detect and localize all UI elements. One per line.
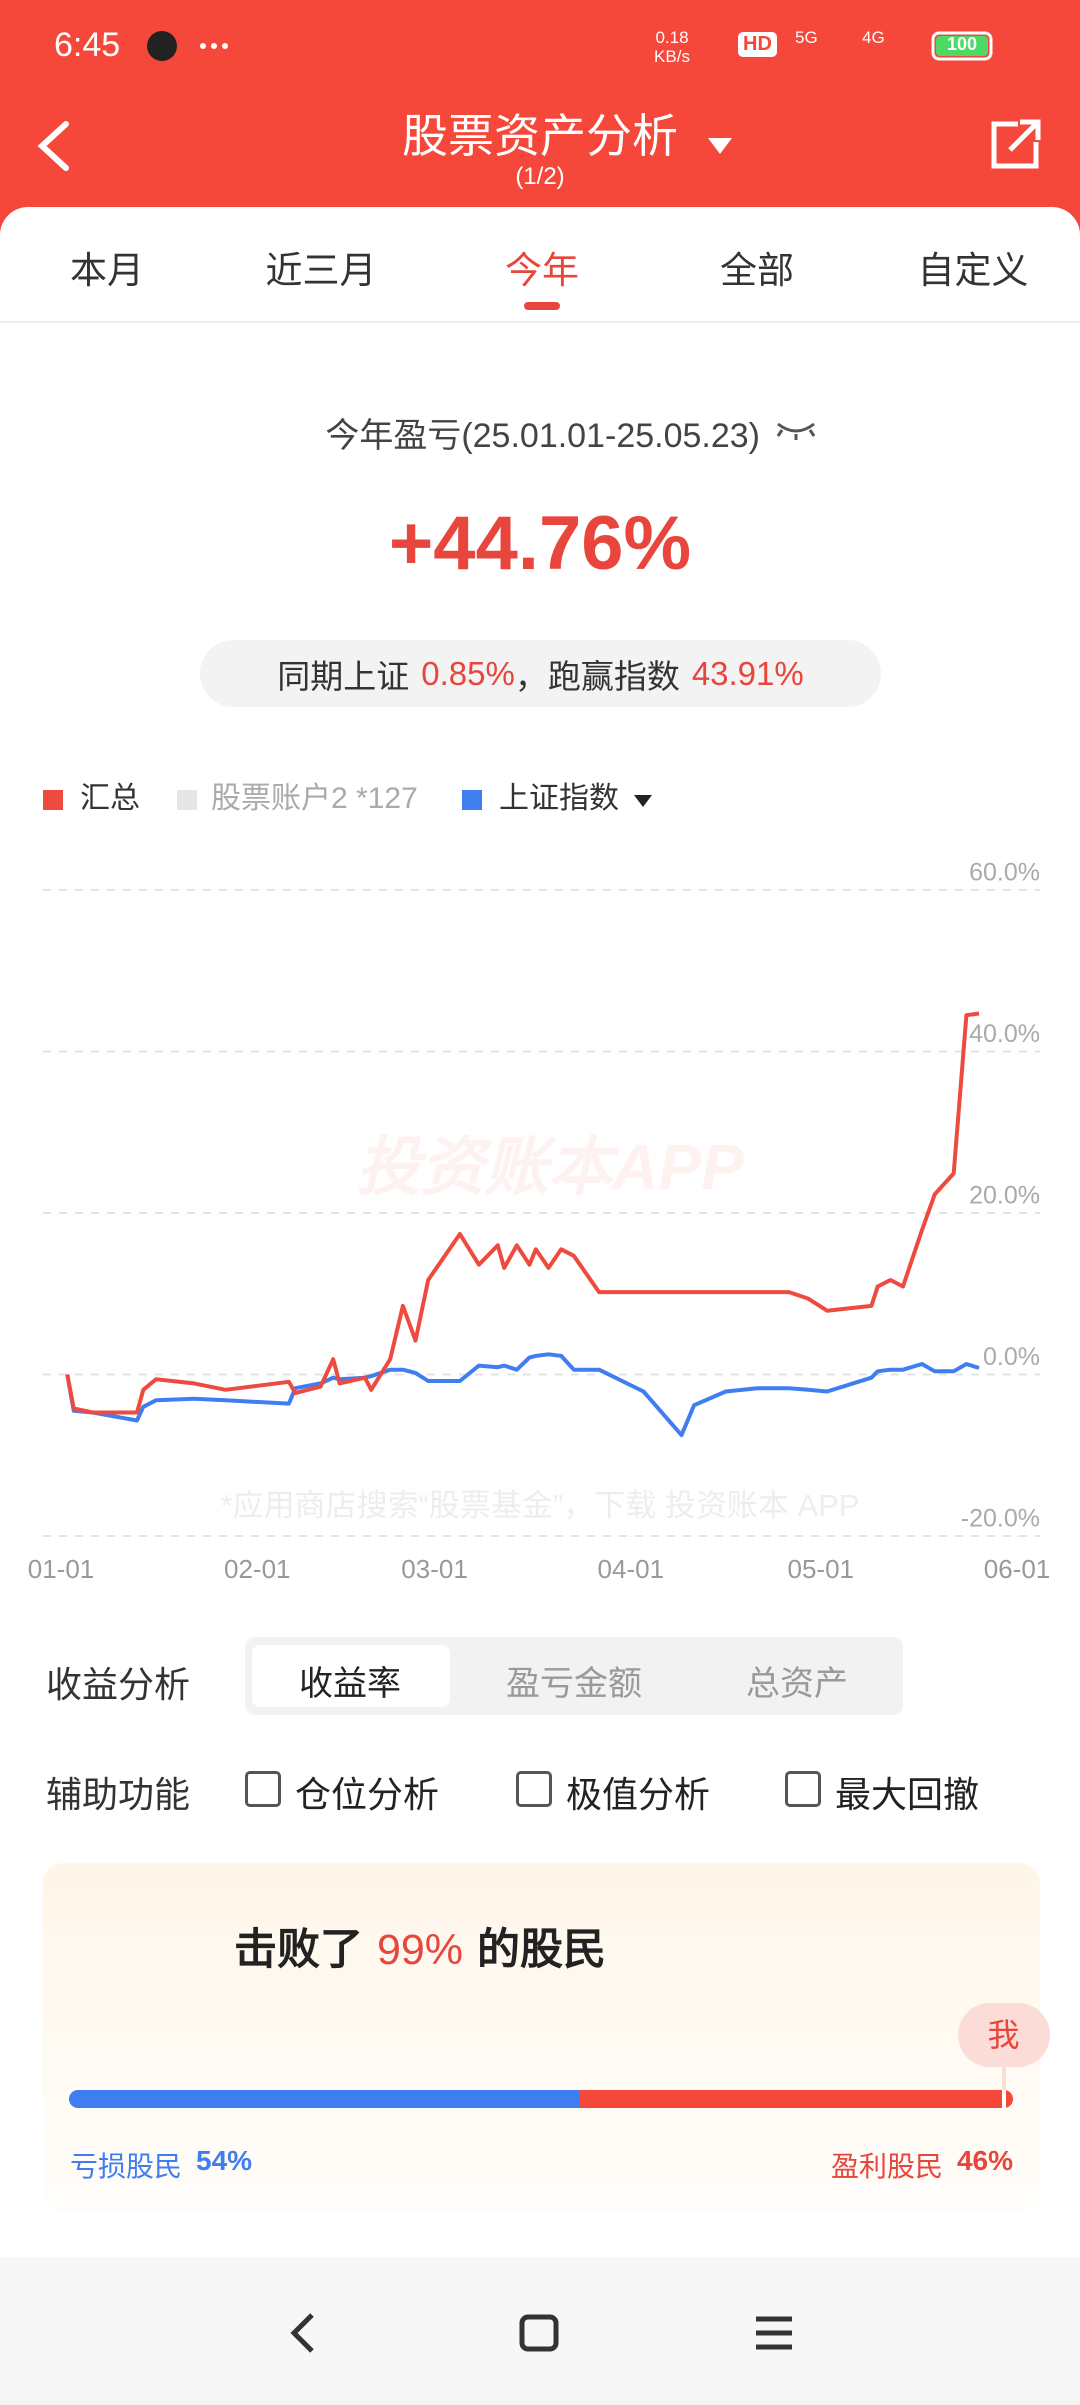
battery-text: 100 bbox=[946, 34, 978, 54]
checkbox-label[interactable]: 极值分析 bbox=[566, 1774, 711, 1815]
segment-option[interactable]: 收益率 bbox=[299, 1665, 401, 1703]
x-tick-label: 05-01 bbox=[787, 1554, 854, 1584]
legend-swatch[interactable] bbox=[177, 790, 197, 810]
net-speed: 0.18 bbox=[655, 28, 689, 47]
legend-label[interactable]: 股票账户2 *127 bbox=[211, 782, 418, 815]
series-line bbox=[65, 1352, 980, 1438]
system-nav bbox=[0, 2257, 1080, 2400]
series-line bbox=[65, 1011, 980, 1415]
header-icons bbox=[37, 31, 1041, 171]
page-subtitle: (1/2) bbox=[515, 163, 565, 190]
net-5g: 5G bbox=[795, 28, 818, 47]
profit-value: 46% bbox=[956, 2145, 1013, 2176]
hd-badge: HD bbox=[738, 32, 777, 57]
rank-beat: 99% bbox=[376, 1926, 464, 1974]
x-tick-label: 06-01 bbox=[984, 1554, 1051, 1584]
rank-card bbox=[43, 1863, 1040, 2211]
tab-divider bbox=[0, 321, 1080, 323]
tools-label: 辅助功能 bbox=[46, 1774, 191, 1815]
checkbox-label[interactable]: 最大回撤 bbox=[835, 1774, 980, 1815]
summary-value: +44.76% bbox=[388, 501, 692, 586]
watermark: 投资账本APP bbox=[356, 1131, 744, 1203]
y-tick-label: -20.0% bbox=[961, 1505, 1040, 1533]
loss-legend: 亏损股民 54% bbox=[70, 2145, 252, 2185]
checkbox[interactable] bbox=[785, 1771, 821, 1807]
y-tick-label: 20.0% bbox=[969, 1182, 1040, 1210]
tab[interactable]: 本月 bbox=[70, 250, 144, 291]
rank-title[interactable]: 击败了 99% 的股民 bbox=[140, 1915, 700, 1977]
more-dot bbox=[211, 43, 217, 49]
tab[interactable]: 近三月 bbox=[265, 250, 377, 291]
x-tick-label: 01-01 bbox=[28, 1554, 95, 1584]
segment-option[interactable]: 总资产 bbox=[746, 1665, 848, 1703]
me-marker bbox=[1001, 2090, 1006, 2108]
checkbox-label[interactable]: 仓位分析 bbox=[295, 1774, 440, 1815]
legend-swatch[interactable] bbox=[462, 790, 482, 810]
legend-label[interactable]: 汇总 bbox=[80, 782, 140, 815]
x-tick-label: 02-01 bbox=[224, 1554, 291, 1584]
net-4g: 4G bbox=[862, 28, 885, 47]
compare-pill: 同期上证 0.85% ，跑赢指数 43.91% bbox=[200, 640, 881, 707]
index-value: 0.85% bbox=[421, 654, 515, 692]
x-tick-label: 04-01 bbox=[598, 1554, 665, 1584]
watermark-note: *应用商店搜索“股票基金”，下载 投资账本 APP bbox=[221, 1488, 860, 1523]
x-tick-label: 03-01 bbox=[401, 1554, 468, 1584]
profit-bar bbox=[578, 2090, 1013, 2108]
legend-swatch[interactable] bbox=[43, 790, 63, 810]
profit-legend: 盈利股民 46% bbox=[713, 2145, 1013, 2185]
tab-indicator bbox=[524, 302, 560, 310]
y-tick-label: 0.0% bbox=[983, 1343, 1040, 1371]
loss-label: 亏损股民 bbox=[70, 2151, 183, 2182]
me-bubble: 我 bbox=[957, 2003, 1050, 2067]
segment-option[interactable]: 盈亏金额 bbox=[506, 1665, 642, 1703]
more-dot bbox=[222, 43, 228, 49]
rank-suffix: 的股民 bbox=[477, 1926, 607, 1974]
y-tick-label: 60.0% bbox=[969, 859, 1040, 887]
nav-back[interactable] bbox=[290, 2313, 314, 2353]
legend-label[interactable]: 上证指数 bbox=[499, 782, 619, 815]
more-dot bbox=[200, 43, 206, 49]
status-time: 6:45 bbox=[54, 26, 121, 64]
net-speed-unit: KB/s bbox=[654, 47, 690, 66]
loss-value: 54% bbox=[196, 2145, 253, 2176]
page-title: 股票资产分析 bbox=[402, 110, 678, 162]
beat-label: ，跑赢指数 bbox=[514, 657, 680, 695]
nav-icons bbox=[290, 2313, 792, 2353]
battery-frame bbox=[931, 31, 993, 61]
tab[interactable]: 全部 bbox=[720, 250, 794, 291]
segment-selected bbox=[252, 1645, 450, 1707]
nav-home[interactable] bbox=[519, 2314, 559, 2352]
profit-label: 盈利股民 bbox=[830, 2151, 943, 2182]
me-pointer bbox=[1001, 2066, 1006, 2090]
title-dropdown[interactable] bbox=[708, 138, 732, 154]
compare-prefix: 同期上证 bbox=[277, 657, 410, 695]
battery-level bbox=[936, 36, 988, 56]
loss-bar bbox=[69, 2090, 579, 2108]
tab[interactable]: 今年 bbox=[505, 250, 579, 291]
nav-menu[interactable] bbox=[756, 2316, 792, 2350]
checkbox[interactable] bbox=[245, 1771, 281, 1807]
y-tick-label: 40.0% bbox=[969, 1020, 1040, 1048]
share-button[interactable] bbox=[991, 119, 1041, 169]
analysis-label: 收益分析 bbox=[46, 1664, 191, 1705]
header-bar bbox=[0, 0, 1080, 240]
checkbox[interactable] bbox=[516, 1771, 552, 1807]
summary-label: 今年盈亏(25.01.01-25.05.23) bbox=[325, 417, 760, 455]
back-button[interactable] bbox=[37, 121, 69, 171]
rank-prefix: 击败了 bbox=[233, 1926, 363, 1974]
app-icon bbox=[147, 31, 177, 61]
beat-value: 43.91% bbox=[691, 654, 804, 692]
tab[interactable]: 自定义 bbox=[917, 250, 1029, 291]
